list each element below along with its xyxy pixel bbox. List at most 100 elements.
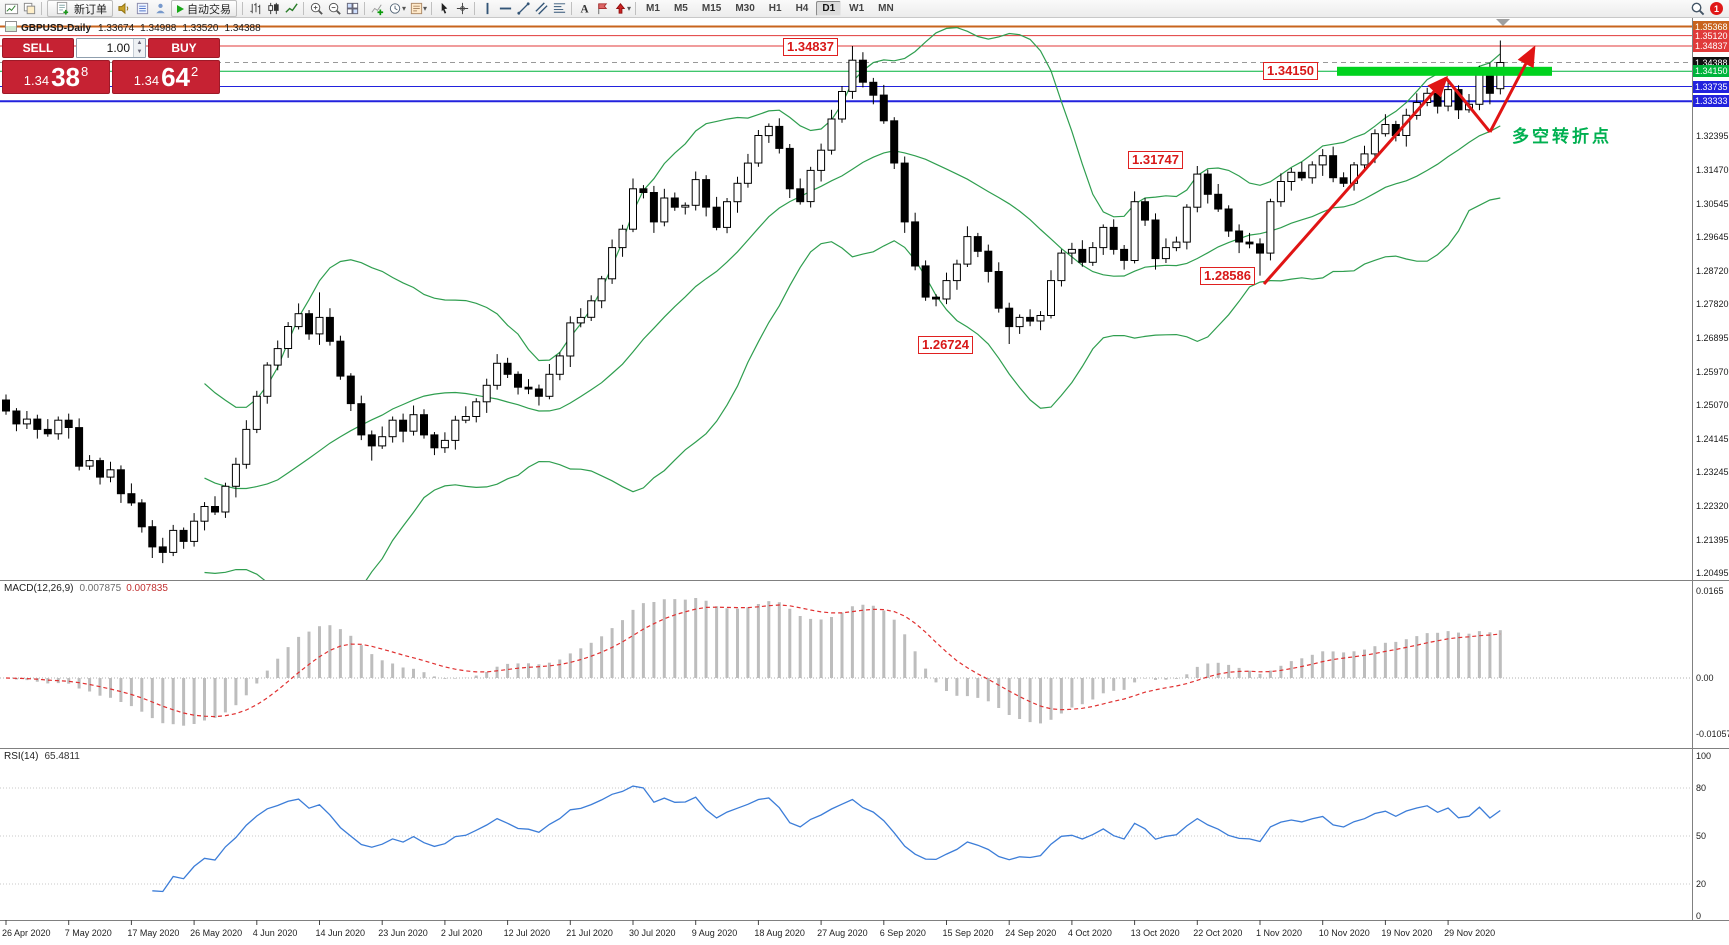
price-axis-label: 1.25970 <box>1696 367 1729 377</box>
timeframe-m15[interactable]: M15 <box>701 3 722 14</box>
bollinger-band-line <box>204 197 1501 580</box>
lot-increment-icon[interactable]: ▲ <box>134 39 145 48</box>
dropdown-caret-icon[interactable]: ▾ <box>627 4 632 13</box>
sell-button[interactable]: SELL <box>2 38 74 58</box>
toolbar-separator <box>303 2 304 15</box>
timeframe-m1[interactable]: M1 <box>646 3 660 14</box>
navigator-icon[interactable] <box>151 1 169 17</box>
crosshair-icon[interactable] <box>453 1 471 17</box>
market-watch-icon[interactable] <box>133 1 151 17</box>
price-axis-label: 1.29645 <box>1696 232 1729 242</box>
date-label: 26 May 2020 <box>190 928 243 938</box>
bar-chart-icon[interactable] <box>246 1 264 17</box>
fibonacci-icon[interactable] <box>550 1 568 17</box>
price-axis[interactable]: 1.32395 1.31470 1.30545 1.29645 1.28720 1.278… <box>1693 18 1729 921</box>
toolbar-separator <box>364 2 365 15</box>
autotrading-button[interactable]: 自动交易 <box>171 0 237 17</box>
price-axis-label: 1.26895 <box>1696 333 1729 343</box>
date-label: 6 Sep 2020 <box>879 928 926 938</box>
price-axis-label: 1.24145 <box>1696 434 1729 444</box>
toolbar-separator <box>41 2 42 15</box>
buy-button[interactable]: BUY <box>148 38 220 58</box>
tile-windows-icon[interactable] <box>343 1 361 17</box>
timeframe-w1[interactable]: W1 <box>849 3 865 14</box>
periods-icon[interactable] <box>386 1 404 17</box>
price-annotation[interactable]: 1.34837 <box>783 38 838 56</box>
date-label: 1 Nov 2020 <box>1256 928 1303 938</box>
cursor-icon[interactable] <box>435 1 453 17</box>
channel-icon[interactable] <box>532 1 550 17</box>
zoom-in-icon[interactable] <box>307 1 325 17</box>
templates-icon[interactable] <box>407 1 425 17</box>
lot-decrement-icon[interactable]: ▼ <box>134 48 145 57</box>
sell-price-display[interactable]: 1.34 38 8 <box>2 60 110 94</box>
timeframe-h4[interactable]: H4 <box>795 3 809 14</box>
trend-arrow[interactable] <box>1262 75 1448 285</box>
autotrading-play-icon <box>177 4 184 13</box>
rsi-axis-label: 80 <box>1696 783 1707 793</box>
price-annotation[interactable]: 1.31747 <box>1128 151 1183 169</box>
chart-shift-marker[interactable] <box>1496 19 1510 26</box>
macd-axis-label: -0.010571 <box>1696 729 1729 739</box>
indicators-icon[interactable] <box>368 1 386 17</box>
date-label: 21 Jul 2020 <box>566 928 613 938</box>
toolbar-separator <box>431 2 433 15</box>
chart-canvas[interactable] <box>0 18 1729 945</box>
notification-badge[interactable]: 1 <box>1710 2 1723 15</box>
arrows-icon[interactable] <box>611 1 629 17</box>
date-label: 29 Nov 2020 <box>1444 928 1496 938</box>
trend-arrow[interactable] <box>1444 77 1492 133</box>
support-zone-rectangle[interactable] <box>1337 66 1552 76</box>
line-chart-icon[interactable] <box>282 1 300 17</box>
toolbar-separator <box>571 2 573 15</box>
dropdown-caret-icon[interactable]: ▾ <box>402 4 407 13</box>
price-annotation[interactable]: 1.26724 <box>918 336 973 354</box>
timeframe-mn[interactable]: MN <box>878 3 894 14</box>
timeframe-h1[interactable]: H1 <box>768 3 782 14</box>
lot-size-input[interactable]: 1.00 ▲ ▼ <box>76 38 146 58</box>
horizontal-line-icon[interactable] <box>496 1 514 17</box>
turning-point-annotation[interactable]: 多空转折点 <box>1512 127 1612 146</box>
timeframe-m30[interactable]: M30 <box>735 3 755 14</box>
new-chart-icon[interactable] <box>2 1 20 17</box>
date-label: 17 May 2020 <box>127 928 180 938</box>
rsi-axis-label: 0 <box>1696 911 1702 921</box>
price-axis-label: 1.20495 <box>1696 568 1729 578</box>
new-order-icon[interactable] <box>53 1 71 17</box>
one-click-trading-panel: SELL 1.00 ▲ ▼ BUY 1.34 38 8 1.34 64 2 <box>2 38 220 94</box>
chart-profiles-icon[interactable] <box>20 1 38 17</box>
trendline-icon[interactable] <box>514 1 532 17</box>
symbol-name: GBPUSD-Daily <box>21 23 92 34</box>
buy-price-display[interactable]: 1.34 64 2 <box>112 60 220 94</box>
zoom-out-icon[interactable] <box>325 1 343 17</box>
new-order-button[interactable]: 新订单 <box>47 0 113 17</box>
macd-signal-value: 0.007835 <box>126 583 168 594</box>
rsi-pane[interactable] <box>0 785 1692 893</box>
quote-line: GBPUSD-Daily 1.33674 1.34988 1.33520 1.34388 <box>5 21 267 34</box>
lot-value[interactable]: 1.00 <box>106 41 130 55</box>
price-tag: 1.34150 <box>1693 65 1729 77</box>
dropdown-caret-icon[interactable]: ▾ <box>423 4 428 13</box>
quote-low: 1.33520 <box>182 23 219 34</box>
timeframe-m5[interactable]: M5 <box>673 3 688 14</box>
price-annotation[interactable]: 1.34150 <box>1263 62 1318 80</box>
candlesticks-icon[interactable] <box>264 1 282 17</box>
date-axis[interactable]: 26 Apr 2020 7 May 2020 17 May 2020 26 May 2… <box>0 920 1729 945</box>
candles-layer <box>2 40 1505 564</box>
trend-arrow[interactable] <box>1488 45 1536 133</box>
lot-spinner[interactable]: ▲ ▼ <box>133 39 145 57</box>
main-toolbar: 新订单 自动交易 ▾ ▾ A ▾ M1 M5 M15 M30 H1 H4 D1 W1 MN 1 <box>0 0 1729 18</box>
svg-text:A: A <box>580 4 589 16</box>
main-price-pane[interactable] <box>0 25 1692 621</box>
sound-icon[interactable] <box>115 1 133 17</box>
vertical-line-icon[interactable] <box>478 1 496 17</box>
buy-price-pips: 64 <box>161 62 190 92</box>
symbol-chart-icon[interactable] <box>5 21 17 32</box>
text-icon[interactable]: A <box>575 1 593 17</box>
price-axis-label: 1.25070 <box>1696 400 1729 410</box>
timeframe-d1[interactable]: D1 <box>816 1 842 16</box>
price-annotation[interactable]: 1.28586 <box>1200 267 1255 285</box>
text-label-icon[interactable] <box>593 1 611 17</box>
macd-pane[interactable] <box>0 598 1692 726</box>
search-icon[interactable] <box>1688 1 1706 17</box>
